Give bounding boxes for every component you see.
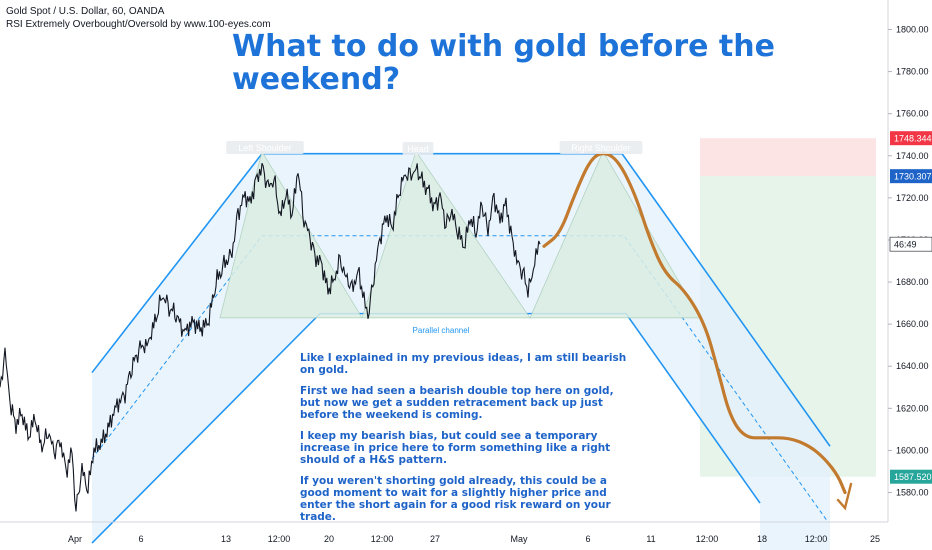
time-tick-label: 18 <box>757 534 767 544</box>
price-badge-label-last: 46:49 <box>894 240 917 250</box>
price-tick-label: 1660.00 <box>896 319 929 329</box>
time-tick-label: 6 <box>585 534 590 544</box>
price-badge-target <box>890 469 932 484</box>
time-tick-label: 11 <box>646 534 655 544</box>
price-badge-last <box>889 236 932 252</box>
indicator-legend[interactable]: RSI Extremely Overbought/Oversold by www… <box>6 19 271 30</box>
note-paragraph: If you weren't shorting gold already, th… <box>300 475 611 523</box>
price-tick-label: 1680.00 <box>896 277 929 287</box>
parallel-channel-label: Parallel channel <box>413 326 470 335</box>
time-tick-label: May <box>510 534 528 544</box>
time-tick-label: 13 <box>221 534 231 544</box>
symbol-legend[interactable]: Gold Spot / U.S. Dollar, 60, OANDA <box>6 6 165 17</box>
head-label-tag <box>402 142 434 155</box>
right-shoulder-label-tag <box>559 141 643 154</box>
note-paragraph: Like I explained in my previous ideas, I… <box>300 352 627 376</box>
forecast-arrow-head <box>836 482 853 511</box>
forecast-path <box>542 152 847 495</box>
price-badge-label-stop: 1748.344 <box>894 134 932 144</box>
time-tick-label: 20 <box>324 534 334 544</box>
stop-loss-zone <box>700 138 876 177</box>
price-tick-label: 1780.00 <box>896 67 929 77</box>
price-tick-label: 1720.00 <box>896 193 929 203</box>
left-shoulder-shape <box>219 150 363 319</box>
note-paragraph: First we had seen a bearish double top h… <box>300 385 614 421</box>
note-paragraph: I keep my bearish bias, but could see a … <box>300 430 611 466</box>
time-tick-label: 25 <box>870 534 880 544</box>
time-tick-label: 12:00 <box>805 534 828 544</box>
idea-headline: What to do with gold before the weekend? <box>232 29 775 97</box>
price-tick-label: 1620.00 <box>896 403 929 413</box>
price-tick-label: 1740.00 <box>896 151 929 161</box>
price-tick-label: 1600.00 <box>896 445 929 455</box>
price-badge-label-target: 1587.520 <box>894 472 932 482</box>
time-tick-label: Apr <box>68 534 82 544</box>
head-label: Head <box>407 144 429 154</box>
price-badge-stop <box>890 131 932 146</box>
price-tick-label: 1800.00 <box>896 24 929 34</box>
price-tick-label: 1640.00 <box>896 361 929 371</box>
time-tick-label: 12:00 <box>371 534 394 544</box>
price-series-line <box>0 162 541 512</box>
price-tick-label: 1580.00 <box>896 488 929 498</box>
left-shoulder-label-tag <box>226 141 304 154</box>
idea-note: Like I explained in my previous ideas, I… <box>300 352 630 532</box>
time-tick-label: 27 <box>430 534 440 544</box>
price-badge-label-entry: 1730.307 <box>894 172 932 182</box>
time-tick-label: 6 <box>138 534 143 544</box>
channel-midline <box>91 235 829 523</box>
right-shoulder-label: Right Shoulder <box>571 143 631 153</box>
right-shoulder-shape <box>529 150 701 319</box>
left-shoulder-label: Left Shoulder <box>238 143 292 153</box>
channel-upper-line <box>91 152 831 447</box>
time-tick-label: 12:00 <box>268 534 291 544</box>
price-badge-entry <box>890 169 932 184</box>
price-tick-label: 1760.00 <box>896 109 929 119</box>
time-tick-label: 12:00 <box>696 534 719 544</box>
head-shape <box>361 150 531 319</box>
